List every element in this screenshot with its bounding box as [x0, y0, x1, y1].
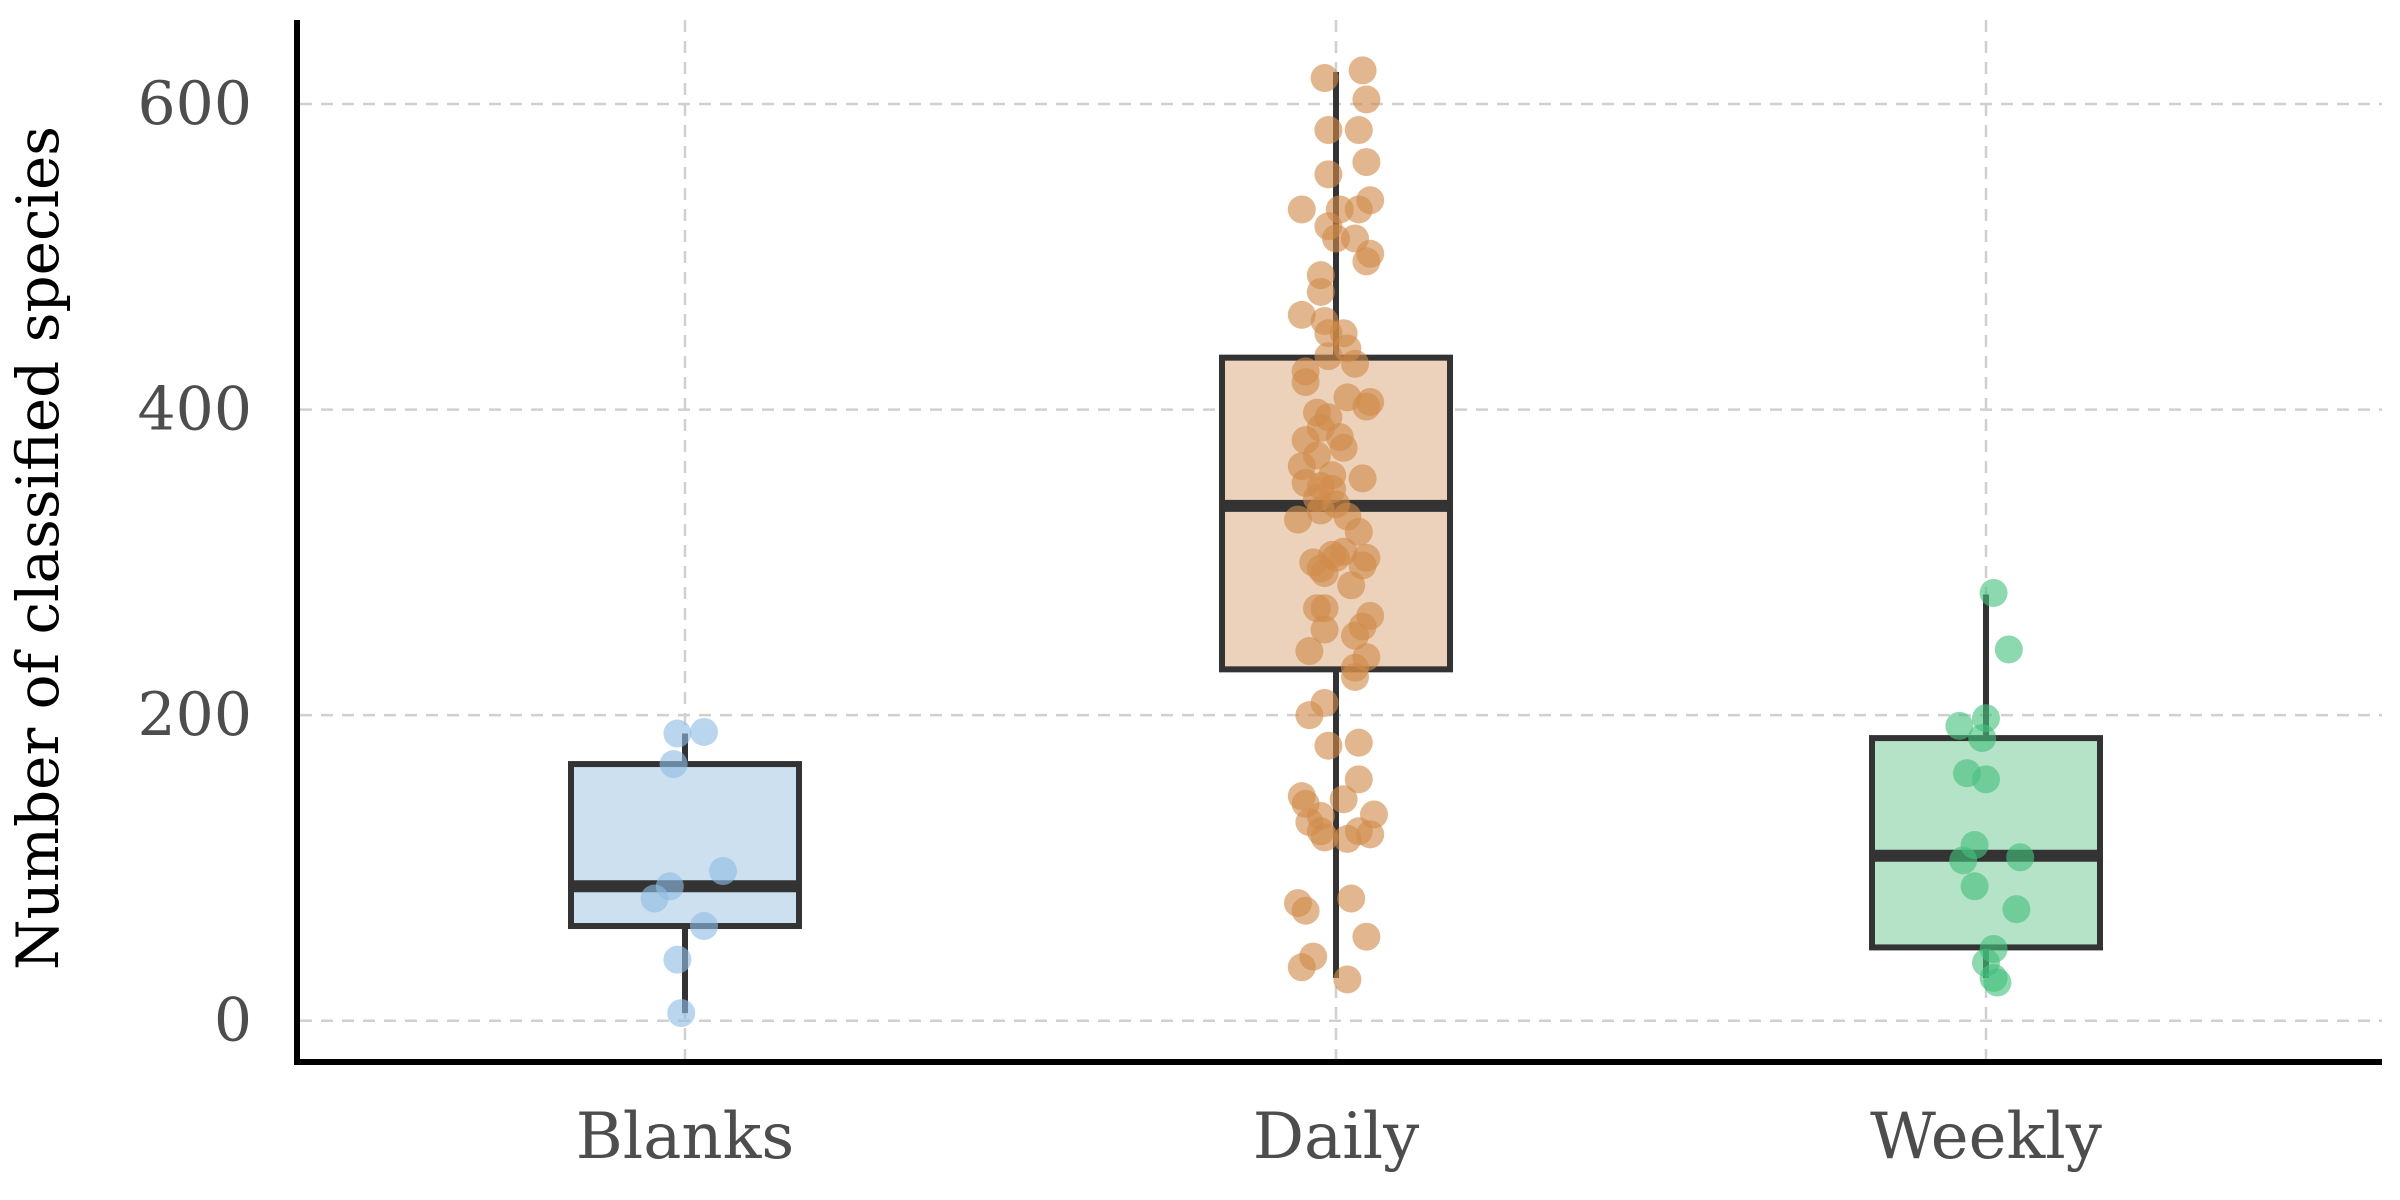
y-axis-title: Number of classified species	[4, 126, 72, 970]
daily-point	[1341, 621, 1369, 650]
jitter-points	[640, 56, 2035, 1028]
daily-point	[1322, 543, 1350, 572]
weekly-point	[1949, 846, 1978, 875]
y-tick-label-200: 200	[137, 680, 252, 750]
daily-point	[1287, 300, 1316, 329]
weekly-point	[1968, 724, 1997, 753]
daily-point	[1295, 701, 1324, 730]
daily-point	[1352, 392, 1381, 421]
weekly-point	[1960, 872, 1989, 901]
x-tick-label-blanks: Blanks	[576, 1100, 795, 1174]
x-tick-label-daily: Daily	[1253, 1100, 1420, 1174]
y-tick-label-400: 400	[137, 375, 252, 445]
blanks-box	[568, 761, 802, 930]
blanks-point	[690, 717, 718, 746]
weekly-point	[1972, 765, 2000, 794]
weekly-point	[1945, 711, 1974, 740]
daily-point	[1352, 922, 1381, 951]
daily-point	[1291, 896, 1320, 925]
blanks-point	[667, 999, 696, 1028]
blanks-point	[640, 884, 669, 913]
daily-point	[1333, 965, 1362, 994]
weekly-point	[1994, 635, 2023, 664]
daily-point	[1310, 594, 1339, 623]
x-tick-label-weekly: Weekly	[1870, 1100, 2102, 1174]
daily-point	[1337, 571, 1366, 600]
weekly-point	[1979, 578, 2008, 607]
tick-labels: 0 200 400 600 Blanks Daily Weekly	[137, 69, 2101, 1174]
daily-point	[1295, 637, 1324, 666]
daily-point	[1333, 824, 1362, 853]
blanks-point	[663, 719, 692, 748]
daily-point	[1314, 342, 1343, 371]
daily-point	[1352, 148, 1381, 177]
daily-point	[1314, 160, 1343, 189]
daily-point	[1284, 505, 1312, 534]
daily-point	[1356, 820, 1385, 849]
daily-point	[1329, 433, 1358, 462]
axes	[294, 20, 2382, 1065]
daily-point	[1352, 247, 1381, 276]
daily-point	[1314, 116, 1343, 145]
daily-point	[1341, 662, 1369, 691]
daily-point	[1314, 731, 1343, 760]
y-tick-label-600: 600	[137, 69, 252, 139]
daily-point	[1344, 765, 1373, 794]
daily-point	[1344, 728, 1373, 757]
daily-point	[1287, 953, 1316, 982]
daily-point	[1310, 615, 1339, 644]
daily-point	[1287, 195, 1316, 224]
daily-point	[1348, 56, 1377, 85]
blanks-point	[659, 750, 688, 779]
weekly-point	[1983, 968, 2012, 997]
weekly-point	[2002, 895, 2031, 924]
daily-point	[1306, 277, 1335, 306]
daily-point	[1344, 195, 1373, 224]
daily-point	[1322, 224, 1350, 253]
daily-point	[1310, 64, 1339, 93]
daily-point	[1348, 464, 1377, 493]
blanks-point	[709, 857, 737, 886]
blanks-point	[690, 912, 718, 941]
daily-point	[1310, 823, 1339, 852]
weekly-point	[2006, 843, 2035, 872]
daily-point	[1344, 116, 1373, 145]
blanks-point	[663, 945, 692, 974]
daily-point	[1344, 517, 1373, 546]
y-tick-label-0: 0	[214, 986, 252, 1056]
daily-point	[1337, 884, 1366, 913]
daily-point	[1306, 496, 1335, 525]
daily-point	[1352, 85, 1381, 114]
daily-point	[1291, 368, 1320, 397]
daily-point	[1341, 349, 1369, 378]
daily-point	[1329, 785, 1358, 814]
